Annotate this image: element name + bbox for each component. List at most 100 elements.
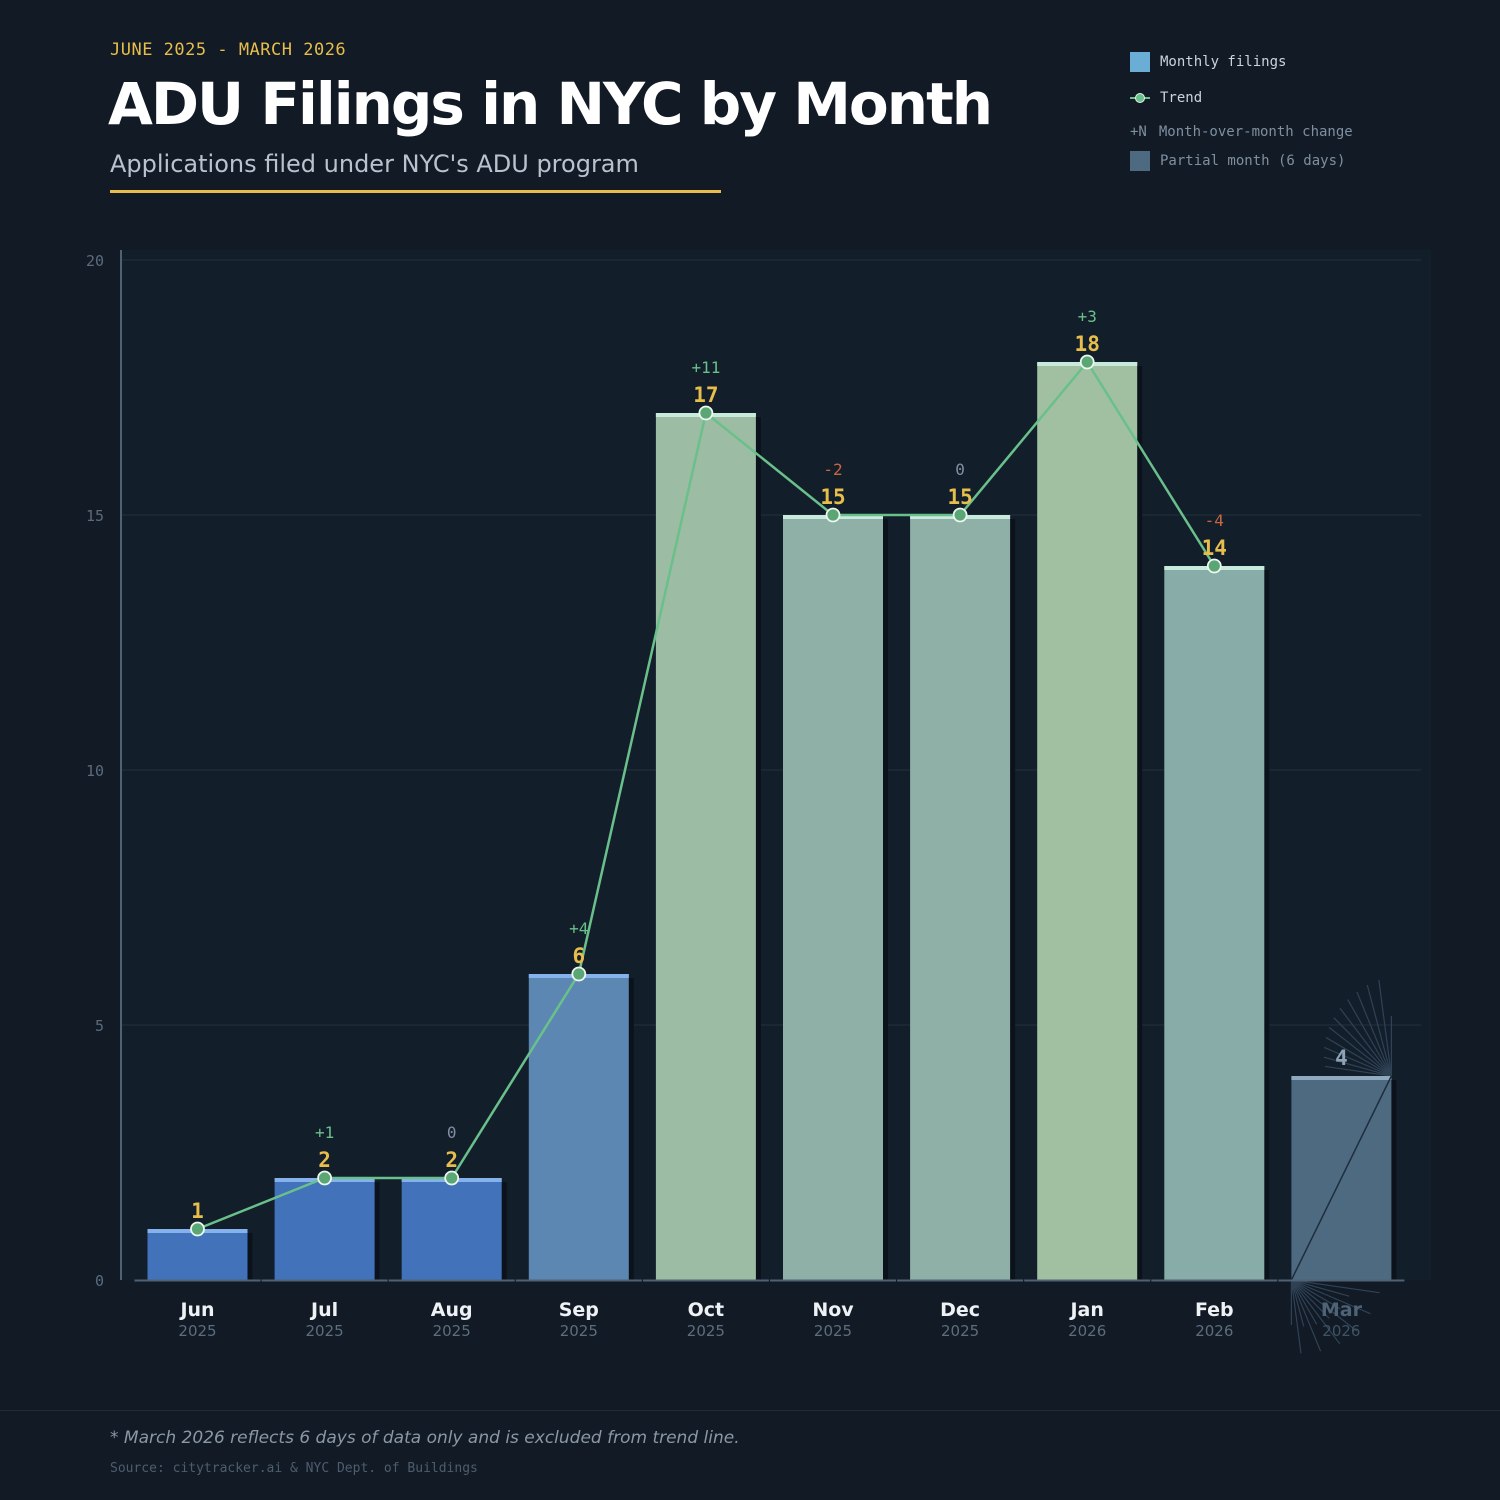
- partial-burst-ray: [1291, 1279, 1371, 1315]
- bar: [274, 1178, 375, 1280]
- value-label: 18: [1075, 332, 1100, 356]
- change-symbol: +N: [1130, 124, 1147, 140]
- legend-label-partial: Partial month (6 days): [1160, 153, 1346, 169]
- legend-item-change: +N Month-over-month change: [1130, 124, 1353, 140]
- trend-point: [1206, 558, 1222, 574]
- y-tick-label: 15: [86, 507, 104, 525]
- trend-point: [571, 966, 587, 982]
- legend-label-trend: Trend: [1160, 90, 1203, 106]
- partial-burst-ray: [1366, 984, 1392, 1077]
- x-tick-label: Oct: [688, 1299, 725, 1321]
- partial-burst-ray: [1333, 1017, 1392, 1077]
- partial-burst-ray: [1290, 1279, 1305, 1327]
- chart-title: ADU Filings in NYC by Month: [108, 70, 993, 138]
- x-tick-label: Feb: [1195, 1299, 1234, 1321]
- partial-burst-ray: [1323, 1056, 1392, 1077]
- value-label: 14: [1202, 536, 1227, 560]
- x-tick-label: Dec: [940, 1299, 980, 1321]
- x-tick-year: 2025: [178, 1322, 216, 1340]
- value-label: 1: [191, 1199, 204, 1223]
- x-tick-label: Aug: [431, 1299, 473, 1321]
- partial-burst-ray: [1325, 1036, 1392, 1077]
- bar: [655, 413, 756, 1280]
- bar: [401, 1178, 502, 1280]
- partial-swatch-icon: [1130, 151, 1150, 171]
- y-tick-label: 0: [95, 1272, 104, 1290]
- x-tick-year: 2025: [687, 1322, 725, 1340]
- value-label: 2: [318, 1148, 331, 1172]
- trend-point: [825, 507, 841, 523]
- partial-burst-ray: [1339, 1007, 1392, 1077]
- value-label: 6: [572, 944, 585, 968]
- x-tick-label: Jun: [178, 1299, 214, 1321]
- value-label: 2: [445, 1148, 458, 1172]
- partial-burst-ray: [1323, 1046, 1392, 1077]
- y-tick-label: 20: [86, 252, 104, 270]
- title-underline: [110, 190, 721, 193]
- bar: [147, 1229, 248, 1280]
- y-tick-label: 10: [86, 762, 104, 780]
- x-tick-year: 2026: [1068, 1322, 1106, 1340]
- x-tick-year: 2025: [560, 1322, 598, 1340]
- footer-divider: [0, 1410, 1500, 1411]
- change-label: +3: [1078, 307, 1097, 326]
- bar: [1037, 362, 1138, 1280]
- x-tick-label: Jan: [1068, 1299, 1103, 1321]
- partial-burst-ray: [1290, 1279, 1330, 1319]
- partial-burst-ray: [1290, 1279, 1322, 1352]
- trend-point: [444, 1170, 460, 1186]
- partial-burst-ray: [1290, 1279, 1302, 1354]
- x-tick-label: Mar: [1321, 1299, 1363, 1321]
- footnote: * March 2026 reflects 6 days of data onl…: [110, 1428, 740, 1448]
- bar: [1164, 566, 1265, 1280]
- value-label: 15: [947, 485, 972, 509]
- change-label: -2: [823, 460, 842, 479]
- x-tick-label: Nov: [812, 1299, 854, 1321]
- value-label: 17: [693, 383, 718, 407]
- change-label: 0: [447, 1123, 457, 1142]
- trend-point: [190, 1221, 205, 1237]
- value-label: 15: [820, 485, 845, 509]
- partial-burst-ray: [1290, 1279, 1341, 1345]
- bar-chart: 0510152012+1206+417+1115-215018+314-44Ju…: [85, 250, 1421, 1354]
- trend-line-icon: [1130, 88, 1150, 108]
- y-tick-label: 5: [95, 1017, 104, 1035]
- trend-point: [698, 405, 714, 421]
- trend-point: [317, 1170, 333, 1186]
- bar-cap: [1291, 1076, 1392, 1080]
- x-tick-year: 2025: [433, 1322, 471, 1340]
- bar-swatch-icon: [1130, 52, 1150, 72]
- legend-label-monthly-filings: Monthly filings: [1160, 54, 1287, 70]
- value-label: 4: [1335, 1046, 1348, 1070]
- change-label: -4: [1205, 511, 1224, 530]
- legend-item-trend: Trend: [1130, 88, 1202, 108]
- legend-item-partial: Partial month (6 days): [1130, 151, 1345, 171]
- bar: [783, 515, 883, 1280]
- partial-burst-ray: [1291, 1279, 1358, 1332]
- x-tick-label: Jul: [309, 1299, 338, 1321]
- change-label: 0: [955, 460, 965, 479]
- x-tick-year: 2025: [814, 1322, 852, 1340]
- partial-burst-ray: [1291, 1279, 1350, 1297]
- chart-subtitle: Applications filed under NYC's ADU progr…: [110, 150, 639, 178]
- x-tick-year: 2025: [306, 1322, 344, 1340]
- partial-burst-ray: [1356, 991, 1392, 1077]
- trend-point: [1079, 354, 1095, 370]
- bar: [910, 515, 1011, 1280]
- bar: [528, 974, 629, 1280]
- partial-hatch: [1290, 1075, 1393, 1281]
- change-label: +1: [315, 1123, 334, 1142]
- partial-burst-ray: [1291, 1279, 1380, 1294]
- partial-burst-ray: [1290, 1279, 1318, 1325]
- legend-label-change: Month-over-month change: [1158, 124, 1353, 140]
- date-range: JUNE 2025 - MARCH 2026: [110, 40, 347, 60]
- partial-burst-ray: [1328, 1026, 1392, 1077]
- x-tick-year: 2025: [941, 1322, 979, 1340]
- source-credit: Source: citytracker.ai & NYC Dept. of Bu…: [110, 1461, 478, 1476]
- x-tick-label: Sep: [559, 1299, 599, 1321]
- partial-burst-ray: [1291, 1279, 1341, 1310]
- x-tick-year: 2026: [1195, 1322, 1233, 1340]
- partial-burst-ray: [1324, 1065, 1392, 1077]
- change-label: +11: [691, 358, 720, 377]
- x-tick-year: 2026: [1322, 1322, 1360, 1340]
